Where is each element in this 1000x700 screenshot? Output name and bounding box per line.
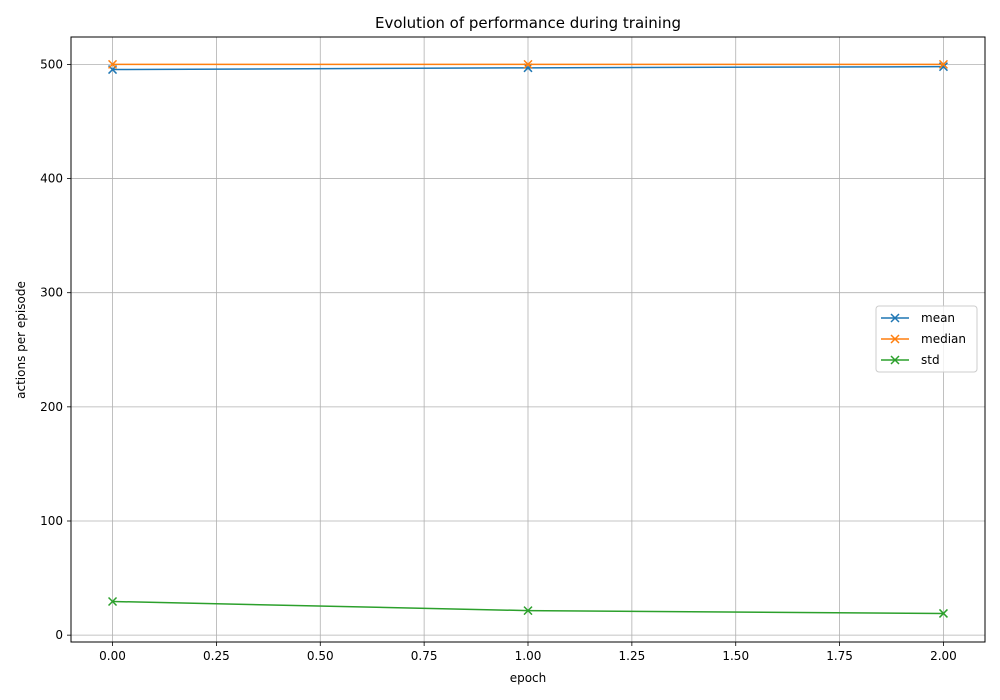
x-axis-ticks: 0.00 0.25 0.50 0.75 1.00 1.25 1.50 1.75 2.00 bbox=[99, 642, 957, 663]
x-tick-label: 1.25 bbox=[619, 649, 646, 663]
x-tick-label: 1.50 bbox=[722, 649, 749, 663]
legend-label: mean bbox=[921, 311, 955, 325]
x-tick-label: 0.00 bbox=[99, 649, 126, 663]
data-point-median bbox=[523, 59, 533, 69]
y-tick-label: 500 bbox=[40, 57, 63, 71]
legend-marker bbox=[890, 355, 900, 365]
data-point-median bbox=[108, 59, 118, 69]
legend-item-std: std bbox=[881, 353, 940, 367]
legend: mean median std bbox=[875, 305, 978, 373]
y-tick-label: 400 bbox=[40, 172, 63, 186]
y-tick-label: 200 bbox=[40, 400, 63, 414]
legend-item-median: median bbox=[881, 332, 966, 346]
data-point-std bbox=[938, 608, 948, 618]
x-tick-label: 0.75 bbox=[411, 649, 438, 663]
data-point-mean bbox=[523, 63, 533, 73]
chart-title: Evolution of performance during training bbox=[375, 14, 681, 32]
legend-marker bbox=[890, 334, 900, 344]
grid bbox=[71, 37, 985, 642]
legend-box bbox=[875, 305, 978, 373]
y-tick-label: 300 bbox=[40, 286, 63, 300]
x-tick-label: 0.25 bbox=[203, 649, 230, 663]
x-tick-label: 0.50 bbox=[307, 649, 334, 663]
legend-marker bbox=[890, 313, 900, 323]
series bbox=[108, 59, 948, 618]
x-tick-label: 1.75 bbox=[826, 649, 853, 663]
data-point-std bbox=[108, 596, 118, 607]
y-axis-ticks: 0 100 200 300 400 500 bbox=[40, 57, 71, 642]
x-tick-label: 1.00 bbox=[515, 649, 542, 663]
series-median bbox=[108, 59, 948, 69]
data-point-std bbox=[523, 606, 533, 616]
data-point-median bbox=[938, 59, 948, 69]
x-tick-label: 2.00 bbox=[930, 649, 957, 663]
x-axis-label: epoch bbox=[510, 671, 547, 685]
series-std bbox=[108, 596, 948, 618]
y-tick-label: 100 bbox=[40, 514, 63, 528]
y-tick-label: 0 bbox=[55, 628, 63, 642]
legend-item-mean: mean bbox=[881, 311, 955, 325]
y-axis-label: actions per episode bbox=[14, 281, 28, 399]
legend-label: median bbox=[921, 332, 966, 346]
legend-label: std bbox=[921, 353, 940, 367]
